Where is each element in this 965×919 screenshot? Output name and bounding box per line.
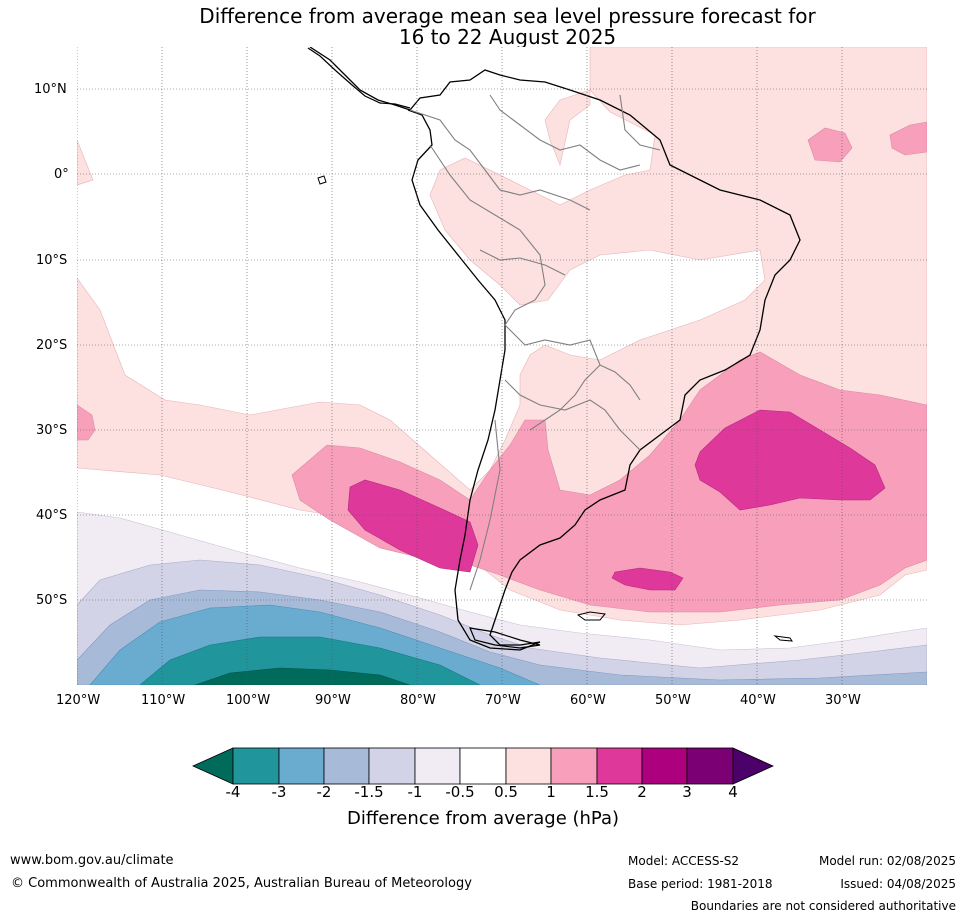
anomaly-region-1-to-1.5-west-edge xyxy=(77,404,96,441)
south-america-coastline xyxy=(309,47,801,651)
anomaly-region-minus3-to-minus4 xyxy=(139,636,481,685)
galapagos-islands xyxy=(317,175,327,185)
lon-label-60w: 60°W xyxy=(570,693,606,708)
lon-label-90w: 90°W xyxy=(315,693,351,708)
colorbar-cell xyxy=(686,747,734,785)
footer-model-run: Model run: 02/08/2025 xyxy=(818,854,956,868)
colorbar-tick-label: -0.5 xyxy=(445,783,475,801)
colorbar-cell xyxy=(596,747,643,785)
anomaly-region-1-to-1.5-equator-b xyxy=(889,121,927,156)
tierra-del-fuego xyxy=(469,627,541,649)
map-title-line-2: 16 to 22 August 2025 xyxy=(398,25,617,49)
lon-label-110w: 110°W xyxy=(141,693,186,708)
anomaly-region-1-to-1.5-equator-a xyxy=(807,127,853,163)
footer-disclaimer: Boundaries are not considered authoritat… xyxy=(690,899,956,913)
colorbar xyxy=(192,747,774,785)
colorbar-extend-high xyxy=(732,747,774,785)
anomaly-region-1.5-to-2-south xyxy=(611,567,684,591)
colorbar-tick-label: 2 xyxy=(637,783,647,801)
lat-label-40s: 40°S xyxy=(36,508,68,523)
colorbar-tick-label: -1 xyxy=(407,783,423,801)
lat-label-10s: 10°S xyxy=(36,253,68,268)
colorbar-cell xyxy=(278,747,325,785)
colorbar-tick-label: 3 xyxy=(682,783,692,801)
footer-base-period: Base period: 1981-2018 xyxy=(628,877,773,891)
colorbar-tick-label: 1 xyxy=(546,783,556,801)
lat-label-50s: 50°S xyxy=(36,593,68,608)
colorbar-cell xyxy=(323,747,370,785)
lon-label-30w: 30°W xyxy=(825,693,861,708)
country-borders xyxy=(409,94,661,591)
anomaly-region-1.5-to-2-coast xyxy=(347,479,479,573)
lon-label-100w: 100°W xyxy=(226,693,271,708)
colorbar-cell xyxy=(414,747,461,785)
colorbar-tick-label: 4 xyxy=(728,783,738,801)
lon-label-40w: 40°W xyxy=(740,693,776,708)
central-america-coastline xyxy=(307,47,411,109)
colorbar-cell xyxy=(232,747,280,785)
lat-label-20s: 20°S xyxy=(36,338,68,353)
lat-label-10n: 10°N xyxy=(34,82,67,97)
lon-label-80w: 80°W xyxy=(400,693,436,708)
lon-label-120w: 120°W xyxy=(56,693,101,708)
anomaly-region-below-minus4 xyxy=(194,667,411,685)
colorbar-tick-label: 1.5 xyxy=(585,783,609,801)
footer-issued: Issued: 04/08/2025 xyxy=(840,877,956,891)
colorbar-cell xyxy=(641,747,688,785)
colorbar-cell xyxy=(459,747,507,785)
colorbar-extend-low xyxy=(192,747,234,785)
colorbar-tick-label: 0.5 xyxy=(494,783,518,801)
lon-label-50w: 50°W xyxy=(655,693,691,708)
colorbar-tick-label: -3 xyxy=(271,783,287,801)
colorbar-cell xyxy=(368,747,416,785)
lat-label-30s: 30°S xyxy=(36,423,68,438)
footer-website[interactable]: www.bom.gov.au/climate xyxy=(10,853,174,868)
footer-copyright: © Commonwealth of Australia 2025, Austra… xyxy=(11,876,472,891)
colorbar-cell xyxy=(550,747,598,785)
colorbar-tick-label: -1.5 xyxy=(354,783,384,801)
colorbar-cell xyxy=(505,747,552,785)
map-title-line-1: Difference from average mean sea level p… xyxy=(199,4,816,28)
colorbar-title: Difference from average (hPa) xyxy=(346,808,620,829)
colorbar-tick-label: -2 xyxy=(316,783,332,801)
falkland-islands xyxy=(576,611,606,621)
colorbar-tick-label: -4 xyxy=(225,783,241,801)
south-georgia xyxy=(773,635,793,642)
lat-label-0: 0° xyxy=(54,167,69,182)
map-gridlines xyxy=(77,47,927,685)
footer-model: Model: ACCESS-S2 xyxy=(628,854,740,868)
lon-label-70w: 70°W xyxy=(485,693,521,708)
anomaly-region-1.5-to-2-east xyxy=(694,409,886,511)
